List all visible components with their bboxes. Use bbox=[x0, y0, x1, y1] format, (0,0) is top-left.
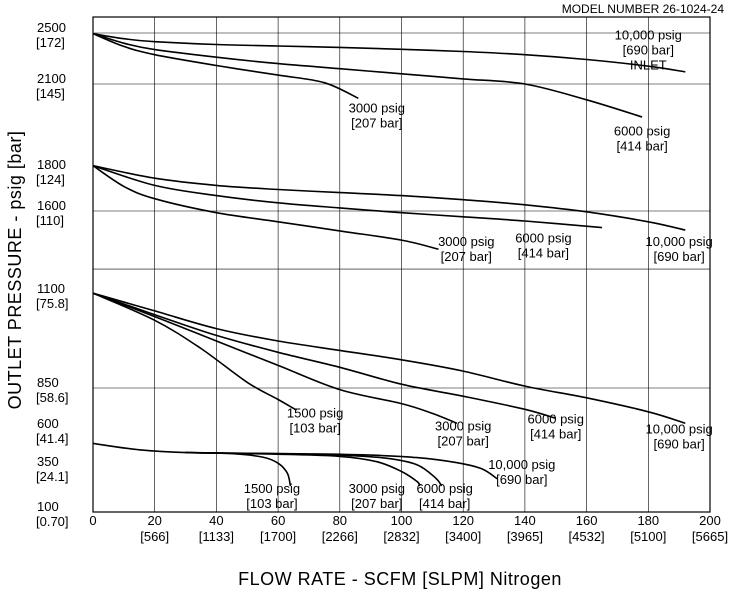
y-tick-sublabel: [58.6] bbox=[36, 390, 69, 405]
y-axis-title: OUTLET PRESSURE - psig [bar] bbox=[5, 131, 25, 410]
annotation-line: [207 bar] bbox=[351, 116, 402, 131]
annotation-line: 3000 psig bbox=[435, 419, 491, 434]
x-tick-label: 40 bbox=[209, 513, 223, 528]
curve-1800-10000 bbox=[93, 166, 685, 230]
annotation-line: 10,000 psig bbox=[615, 27, 682, 42]
annotation-line: [103 bar] bbox=[289, 421, 340, 436]
x-tick-sublabel: [3400] bbox=[445, 529, 481, 544]
x-tick-label: 80 bbox=[333, 513, 347, 528]
x-tick-sublabel: [566] bbox=[140, 529, 169, 544]
y-tick-label: 350 bbox=[37, 454, 59, 469]
x-tick-sublabel: [4532] bbox=[569, 529, 605, 544]
x-tick-label: 100 bbox=[391, 513, 413, 528]
x-tick-sublabel: [2266] bbox=[322, 529, 358, 544]
x-tick-sublabel: [5100] bbox=[630, 529, 666, 544]
y-tick-label: 2100 bbox=[37, 71, 66, 86]
annotation-line: 1500 psig bbox=[287, 406, 343, 421]
curve-2500-3000 bbox=[93, 34, 358, 99]
curve-annotation-a6: 10,000 psig[690 bar] bbox=[646, 234, 713, 264]
annotation-line: 6000 psig bbox=[528, 411, 584, 426]
y-tick-sublabel: [41.4] bbox=[36, 431, 69, 446]
x-axis-title: FLOW RATE - SCFM [SLPM] Nitrogen bbox=[238, 569, 562, 589]
curve-1100-6000 bbox=[93, 293, 556, 418]
annotation-line: 1500 psig bbox=[244, 481, 300, 496]
annotation-line: 3000 psig bbox=[349, 101, 405, 116]
grid-layer bbox=[93, 17, 710, 512]
annotation-line: [414 bar] bbox=[616, 139, 667, 154]
annotation-line: [690 bar] bbox=[653, 437, 704, 452]
annotation-line: 6000 psig bbox=[614, 124, 670, 139]
curve-1100-1500 bbox=[93, 293, 297, 410]
tick-layer: 0 20[566]40[1133]60[1700]80[2266]100[2832… bbox=[36, 20, 728, 544]
x-tick-label: 120 bbox=[452, 513, 474, 528]
y-tick-label: 1600 bbox=[37, 198, 66, 213]
y-tick-label: 100 bbox=[37, 499, 59, 514]
annotation-line: INLET bbox=[630, 57, 667, 72]
curve-1100-10000 bbox=[93, 293, 685, 423]
x-tick-label: 140 bbox=[514, 513, 536, 528]
annotation-line: [207 bar] bbox=[351, 496, 402, 511]
x-tick-label: 180 bbox=[637, 513, 659, 528]
y-tick-sublabel: [124] bbox=[36, 172, 65, 187]
y-tick-sublabel: [75.8] bbox=[36, 296, 69, 311]
annotation-line: [103 bar] bbox=[246, 496, 297, 511]
annotation-line: [414 bar] bbox=[419, 496, 470, 511]
curve-annotation-a2: 3000 psig[207 bar] bbox=[349, 101, 405, 131]
curve-600-10000 bbox=[93, 443, 497, 478]
y-tick-label: 850 bbox=[37, 375, 59, 390]
model-number: MODEL NUMBER 26-1024-24 bbox=[562, 2, 725, 16]
annotation-line: 10,000 psig bbox=[646, 422, 713, 437]
annotation-line: 6000 psig bbox=[515, 231, 571, 246]
x-tick-sublabel: [2832] bbox=[383, 529, 419, 544]
curve-annotation-a14: 6000 psig[414 bar] bbox=[416, 481, 472, 511]
annotation-line: 10,000 psig bbox=[646, 234, 713, 249]
y-tick-sublabel: [172] bbox=[36, 35, 65, 50]
annotation-line: 3000 psig bbox=[349, 481, 405, 496]
curve-annotation-a12: 1500 psig[103 bar] bbox=[244, 481, 300, 511]
annotation-line: [207 bar] bbox=[438, 434, 489, 449]
y-tick-sublabel: [24.1] bbox=[36, 469, 69, 484]
curve-annotation-a11: 10,000 psig[690 bar] bbox=[488, 457, 555, 487]
y-tick-sublabel: [0.70] bbox=[36, 514, 69, 529]
x-tick-sublabel: [1133] bbox=[199, 529, 234, 544]
y-tick-label: 600 bbox=[37, 416, 59, 431]
curve-1800-6000 bbox=[93, 166, 602, 228]
x-tick-sublabel: [5665] bbox=[692, 529, 728, 544]
y-tick-sublabel: [110] bbox=[36, 213, 64, 228]
annotation-line: [690 bar] bbox=[623, 42, 674, 57]
curve-annotation-a10: 10,000 psig[690 bar] bbox=[646, 422, 713, 452]
annotation-line: 6000 psig bbox=[416, 481, 472, 496]
x-tick-sublabel: [3965] bbox=[507, 529, 543, 544]
y-tick-label: 1100 bbox=[37, 281, 65, 296]
curve-annotation-a8: 3000 psig[207 bar] bbox=[435, 419, 491, 449]
annotation-line: [207 bar] bbox=[441, 249, 492, 264]
annotation-line: 10,000 psig bbox=[488, 457, 555, 472]
curve-annotation-a13: 3000 psig[207 bar] bbox=[349, 481, 405, 511]
x-tick-label: 0 bbox=[89, 513, 96, 528]
curve-annotation-a1: 10,000 psig[690 bar]INLET bbox=[615, 27, 682, 72]
y-tick-sublabel: [145] bbox=[36, 86, 65, 101]
curve-annotation-a9: 6000 psig[414 bar] bbox=[528, 411, 584, 441]
annotation-line: [690 bar] bbox=[496, 472, 547, 487]
x-tick-label: 200 bbox=[699, 513, 721, 528]
curve-annotation-a5: 6000 psig[414 bar] bbox=[515, 231, 571, 261]
curve-1800-3000 bbox=[93, 166, 439, 250]
x-tick-sublabel: [1700] bbox=[260, 529, 296, 544]
annotation-line: [414 bar] bbox=[530, 426, 581, 441]
curve-annotation-a7: 1500 psig[103 bar] bbox=[287, 406, 343, 436]
y-tick-label: 1800 bbox=[37, 157, 66, 172]
annotation-line: [690 bar] bbox=[653, 249, 704, 264]
x-tick-label: 20 bbox=[147, 513, 161, 528]
x-tick-label: 160 bbox=[576, 513, 598, 528]
curve-annotation-a3: 6000 psig[414 bar] bbox=[614, 124, 670, 154]
annotation-line: [414 bar] bbox=[518, 246, 569, 261]
y-tick-label: 2500 bbox=[37, 20, 66, 35]
x-tick-label: 60 bbox=[271, 513, 285, 528]
curve-annotation-a4: 3000 psig[207 bar] bbox=[438, 234, 494, 264]
annotation-line: 3000 psig bbox=[438, 234, 494, 249]
